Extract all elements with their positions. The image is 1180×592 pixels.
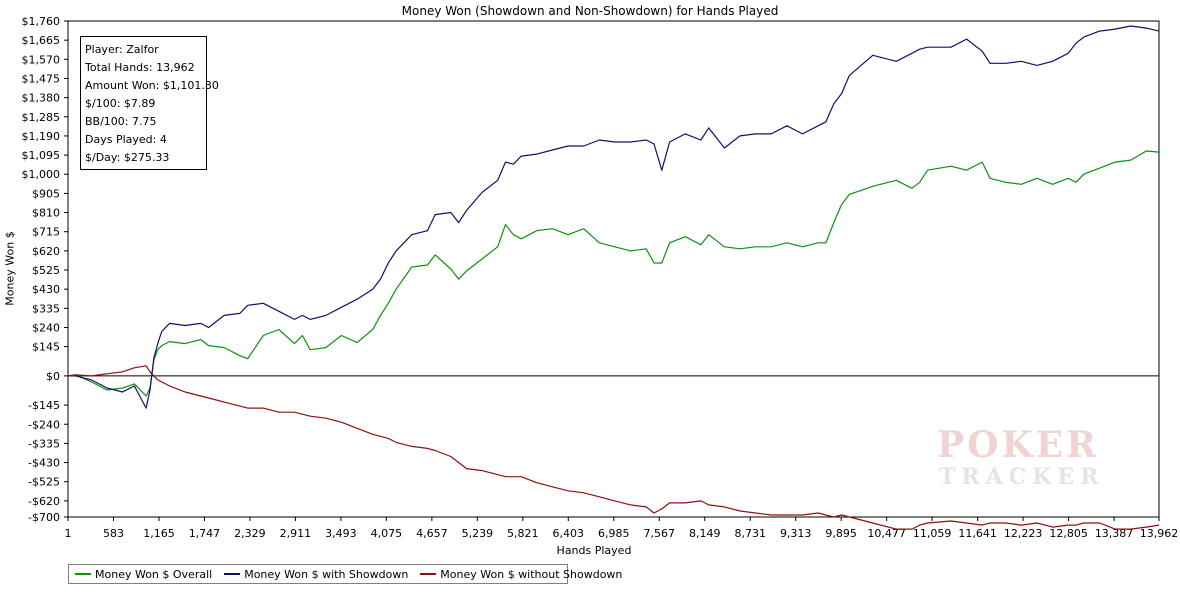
- y-tick-label: $1,760: [22, 15, 61, 28]
- series-line-overall: [67, 150, 1160, 397]
- dollars-per-day: $/Day: $275.33: [85, 151, 170, 164]
- y-tick-label: $810: [32, 207, 60, 220]
- x-tick-label: 12,805: [1049, 527, 1088, 540]
- player-name: Player: Zalfor: [85, 43, 159, 56]
- y-tick-label: $525: [32, 264, 60, 277]
- x-tick-label: 6,403: [553, 527, 585, 540]
- x-tick-label: 7,567: [644, 527, 676, 540]
- x-tick-label: 9,313: [780, 527, 812, 540]
- y-tick-label: $1,190: [22, 130, 61, 143]
- x-tick-label: 4,075: [371, 527, 403, 540]
- x-tick-label: 5,821: [507, 527, 539, 540]
- y-tick-label: $1,285: [22, 111, 61, 124]
- player-stats-box: Player: Zalfor Total Hands: 13,962 Amoun…: [80, 36, 219, 170]
- x-tick-label: 4,657: [416, 527, 448, 540]
- x-tick-label: 11,641: [958, 527, 997, 540]
- x-tick-label: 1,747: [189, 527, 221, 540]
- y-tick-label: -$335: [28, 437, 60, 450]
- x-tick-label: 8,149: [689, 527, 721, 540]
- y-tick-label: $1,665: [22, 34, 61, 47]
- y-tick-label: $335: [32, 302, 60, 315]
- y-tick-label: $1,095: [22, 149, 61, 162]
- y-tick-label: $1,000: [22, 168, 61, 181]
- y-tick-label: $1,380: [22, 92, 61, 105]
- x-tick-label: 10,477: [867, 527, 906, 540]
- legend-item-without-showdown: Money Won $ without Showdown: [420, 568, 622, 581]
- y-tick-label: $905: [32, 187, 60, 200]
- x-tick-label: 3,493: [325, 527, 357, 540]
- y-tick-label: $620: [32, 245, 60, 258]
- y-tick-label: -$240: [28, 418, 60, 431]
- legend-swatch-without-showdown: [420, 573, 437, 575]
- x-tick-label: 12,223: [1004, 527, 1043, 540]
- x-tick-label: 2,911: [280, 527, 312, 540]
- x-tick-label: 8,731: [734, 527, 766, 540]
- series-line-with-showdown: [68, 25, 1160, 409]
- x-tick-label: 583: [103, 527, 124, 540]
- y-tick-label: -$145: [28, 399, 60, 412]
- y-tick-label: -$620: [28, 495, 60, 508]
- bb-per-100: BB/100: 7.75: [85, 115, 157, 128]
- legend-label-with-showdown: Money Won $ with Showdown: [244, 567, 409, 581]
- chart-title: Money Won (Showdown and Non-Showdown) fo…: [401, 4, 779, 18]
- x-tick-label: 5,239: [462, 527, 494, 540]
- y-tick-label: $715: [32, 226, 60, 239]
- legend-swatch-overall: [75, 573, 91, 575]
- y-tick-label: $240: [32, 321, 60, 334]
- total-hands: Total Hands: 13,962: [85, 61, 195, 74]
- x-tick-label: 1,165: [143, 527, 175, 540]
- y-tick-label: $1,570: [22, 53, 61, 66]
- dollars-per-100: $/100: $7.89: [85, 97, 156, 110]
- y-tick-label: $430: [32, 283, 60, 296]
- y-tick-label: -$700: [28, 511, 60, 524]
- legend-swatch-with-showdown: [224, 573, 241, 575]
- y-tick-label: $145: [32, 341, 60, 354]
- series-line-without-showdown: [67, 365, 1160, 530]
- x-tick-label: 1: [65, 527, 72, 540]
- x-tick-label: 2,329: [234, 527, 266, 540]
- x-tick-label: 9,895: [825, 527, 857, 540]
- y-tick-label: $1,475: [22, 72, 61, 85]
- y-tick-label: $0: [46, 370, 60, 383]
- x-tick-label: 13,962: [1140, 527, 1179, 540]
- chart-legend: Money Won $ Overall Money Won $ with Sho…: [68, 564, 622, 584]
- legend-label-overall: Money Won $ Overall: [95, 567, 213, 581]
- amount-won: Amount Won: $1,101.30: [85, 79, 219, 92]
- legend-item-overall: Money Won $ Overall: [75, 568, 212, 581]
- y-tick-label: -$430: [28, 457, 60, 470]
- x-tick-label: 11,059: [913, 527, 952, 540]
- y-tick-label: -$525: [28, 476, 60, 489]
- x-tick-label: 13,387: [1095, 527, 1134, 540]
- x-axis-label: Hands Played: [556, 544, 632, 557]
- plot-frame: [67, 20, 1160, 518]
- x-tick-label: 6,985: [598, 527, 630, 540]
- legend-label-without-showdown: Money Won $ without Showdown: [440, 567, 623, 581]
- days-played: Days Played: 4: [85, 133, 167, 146]
- legend-item-with-showdown: Money Won $ with Showdown: [224, 568, 408, 581]
